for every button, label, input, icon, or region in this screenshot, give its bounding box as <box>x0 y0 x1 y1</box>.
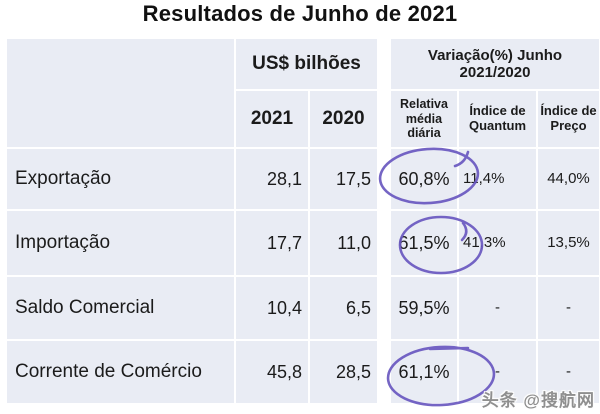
cell-saldo-2021: 10,4 <box>235 276 309 340</box>
results-table: US$ bilhões Variação(%) Junho 2021/2020 … <box>6 38 600 404</box>
col-header-relativa-text: Relativa média diária <box>400 97 448 141</box>
cell-exportacao-2021: 28,1 <box>235 148 309 210</box>
row-label-importacao: Importação <box>6 210 235 276</box>
cell-importacao-2020: 11,0 <box>309 210 378 276</box>
cell-importacao-quantum: 41,3% <box>458 210 537 276</box>
label-header-cell <box>6 38 235 148</box>
cell-importacao-preco: 13,5% <box>537 210 600 276</box>
group-header-variacao-text: Variação(%) Junho 2021/2020 <box>427 46 563 81</box>
row-label-corrente-comercio: Corrente de Comércio <box>6 340 235 404</box>
row-label-exportacao: Exportação <box>6 148 235 210</box>
cell-exportacao-2020: 17,5 <box>309 148 378 210</box>
cell-saldo-quantum: - <box>458 276 537 340</box>
cell-exportacao-preco: 44,0% <box>537 148 600 210</box>
watermark: 头条 @搜航网 <box>481 391 595 410</box>
col-header-relativa: Relativa média diária <box>390 90 458 148</box>
row-label-saldo-comercial: Saldo Comercial <box>6 276 235 340</box>
col-header-quantum-text: Índice de Quantum <box>468 103 527 133</box>
cell-corrente-2020: 28,5 <box>309 340 378 404</box>
group-header-usd: US$ bilhões <box>235 38 378 90</box>
cell-corrente-2021: 45,8 <box>235 340 309 404</box>
cell-importacao-relativa: 61,5% <box>390 210 458 276</box>
cell-saldo-2020: 6,5 <box>309 276 378 340</box>
cell-saldo-preco: - <box>537 276 600 340</box>
col-header-2020: 2020 <box>309 90 378 148</box>
col-header-preco: Índice de Preço <box>537 90 600 148</box>
cell-exportacao-quantum: 11,4% <box>458 148 537 210</box>
cell-importacao-2021: 17,7 <box>235 210 309 276</box>
cell-corrente-preco: - <box>537 340 600 404</box>
col-header-preco-text: Índice de Preço <box>540 103 597 133</box>
cell-exportacao-relativa: 60,8% <box>390 148 458 210</box>
col-header-2021: 2021 <box>235 90 309 148</box>
cell-saldo-relativa: 59,5% <box>390 276 458 340</box>
page-title: Resultados de Junho de 2021 <box>142 1 458 26</box>
col-header-quantum: Índice de Quantum <box>458 90 537 148</box>
cell-corrente-relativa: 61,1% <box>390 340 458 404</box>
group-header-variacao: Variação(%) Junho 2021/2020 <box>390 38 600 90</box>
